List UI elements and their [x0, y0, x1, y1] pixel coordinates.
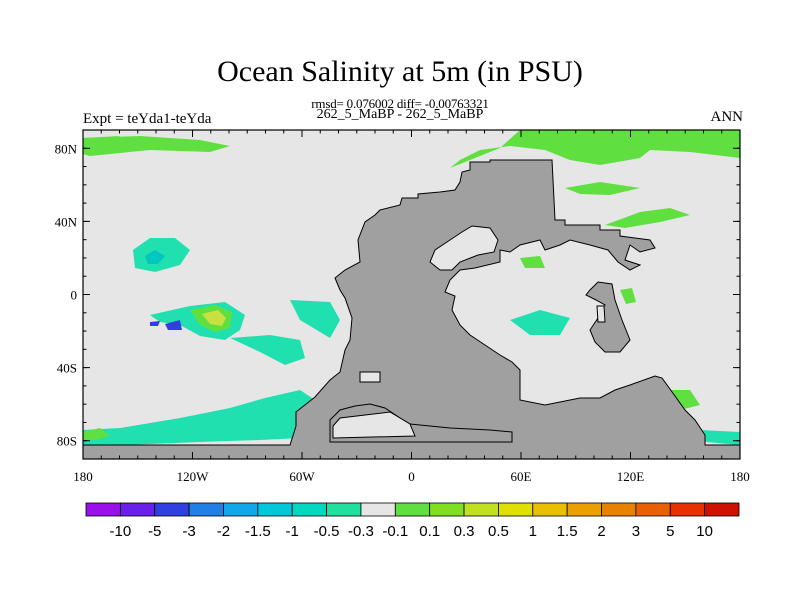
indian-ocean-cyan: [510, 310, 570, 335]
nw-pacific-green: [605, 208, 690, 228]
colorbar-label: 1: [529, 523, 537, 540]
weddell-ocean-cut: [332, 411, 416, 439]
colorbar-label: 10: [696, 523, 713, 540]
lon-tick-label: 180: [730, 469, 750, 484]
colorbar-swatch: [429, 502, 465, 517]
lon-tick-label: 60W: [289, 469, 315, 484]
blue-spot: [165, 320, 182, 330]
rmsd-diff-label: rmsd= 0.076002 diff= -0.00763321: [311, 96, 489, 111]
colorbar-swatch: [498, 502, 534, 517]
longitude-ticks: 180 120W 60W 0 60E 120E 180: [73, 130, 750, 484]
se-corner-cyan: [700, 430, 740, 445]
season-label: ANN: [710, 109, 744, 125]
east-pacific-cyan: [290, 300, 340, 338]
lat-tick-label: 0: [71, 288, 78, 303]
colorbar-swatch: [601, 502, 637, 517]
colorbar-swatch: [119, 502, 156, 517]
lon-tick-label: 120E: [617, 469, 645, 484]
arctic-anomaly-green-west: [83, 136, 120, 150]
case-label: 262_5_MaBP - 262_5_MaBP: [316, 107, 484, 122]
colorbar-swatch: [463, 502, 499, 517]
north-pacific-teal: [145, 250, 165, 264]
colorbar-label: -0.1: [382, 523, 408, 540]
latitude-ticks: 80N 40N 0 40S 80S: [55, 129, 740, 460]
island-south-atlantic: [359, 371, 381, 383]
colorbar-label: 0.1: [419, 523, 440, 540]
colorbar-label: -5: [148, 523, 161, 540]
colorbar-swatch: [635, 502, 671, 517]
colorbar-label: 0.3: [454, 523, 475, 540]
colorbar-swatch: [85, 502, 121, 517]
south-pacific-cyan: [230, 335, 305, 365]
arctic-anomaly-green-east: [450, 130, 740, 168]
chart-title: Ocean Salinity at 5m (in PSU): [217, 55, 583, 88]
colorbar-swatch: [154, 502, 190, 517]
colorbar-swatch: [257, 502, 293, 517]
southern-ocean-green-west: [83, 428, 110, 440]
inland-sea: [429, 225, 499, 271]
lat-tick-label: 40N: [55, 214, 78, 229]
colorbar-swatch: [326, 502, 362, 517]
lon-tick-label: 120W: [177, 469, 210, 484]
colorbar-swatch: [291, 502, 327, 517]
lat-tick-label: 80S: [57, 434, 77, 449]
colorbar-label: -3: [182, 523, 195, 540]
colorbar-label: -1.5: [245, 523, 271, 540]
tropical-pacific-yellow: [202, 310, 226, 326]
lat-tick-label: 40S: [57, 361, 77, 376]
siberia-green: [565, 182, 640, 195]
lon-tick-label: 0: [408, 469, 415, 484]
colorbar-label: 5: [666, 523, 674, 540]
colorbar: -10 -5 -3 -2 -1.5 -1 -0.5 -0.3 -0.1 0.1 0.3 0.5 1 1.5…: [85, 502, 740, 540]
colorbar-swatch: [223, 502, 259, 517]
eastern-landmass: [585, 281, 631, 353]
small-blue-west: [150, 321, 160, 326]
colorbar-label: -2: [217, 523, 230, 540]
southern-ocean-cyan: [83, 390, 315, 446]
lon-tick-label: 60E: [511, 469, 532, 484]
colorbar-swatch: [532, 502, 568, 517]
colorbar-swatch: [566, 502, 602, 517]
arctic-anomaly-green: [83, 136, 230, 156]
colorbar-label: 0.5: [488, 523, 509, 540]
colorbar-label: 2: [597, 523, 605, 540]
experiment-label: Expt = teYda1-teYda: [83, 111, 212, 127]
colorbar-swatch: [704, 502, 740, 517]
colorbar-swatch: [394, 502, 431, 517]
arabian-green: [520, 256, 545, 268]
australia-green: [620, 288, 636, 304]
colorbar-swatch: [188, 502, 224, 517]
colorbar-label: 3: [632, 523, 640, 540]
colorbar-swatch: [669, 502, 706, 517]
main-landmass: [83, 159, 740, 459]
colorbar-label: -10: [110, 523, 132, 540]
australia-inlet: [596, 305, 606, 323]
colorbar-swatch: [360, 502, 396, 517]
lat-tick-label: 80N: [55, 141, 78, 156]
land-layer: [83, 159, 740, 459]
colorbar-label: -1: [286, 523, 299, 540]
lon-tick-label: 180: [73, 469, 93, 484]
colorbar-label: -0.5: [314, 523, 340, 540]
colorbar-label: -0.3: [348, 523, 374, 540]
colorbar-label: 1.5: [557, 523, 578, 540]
